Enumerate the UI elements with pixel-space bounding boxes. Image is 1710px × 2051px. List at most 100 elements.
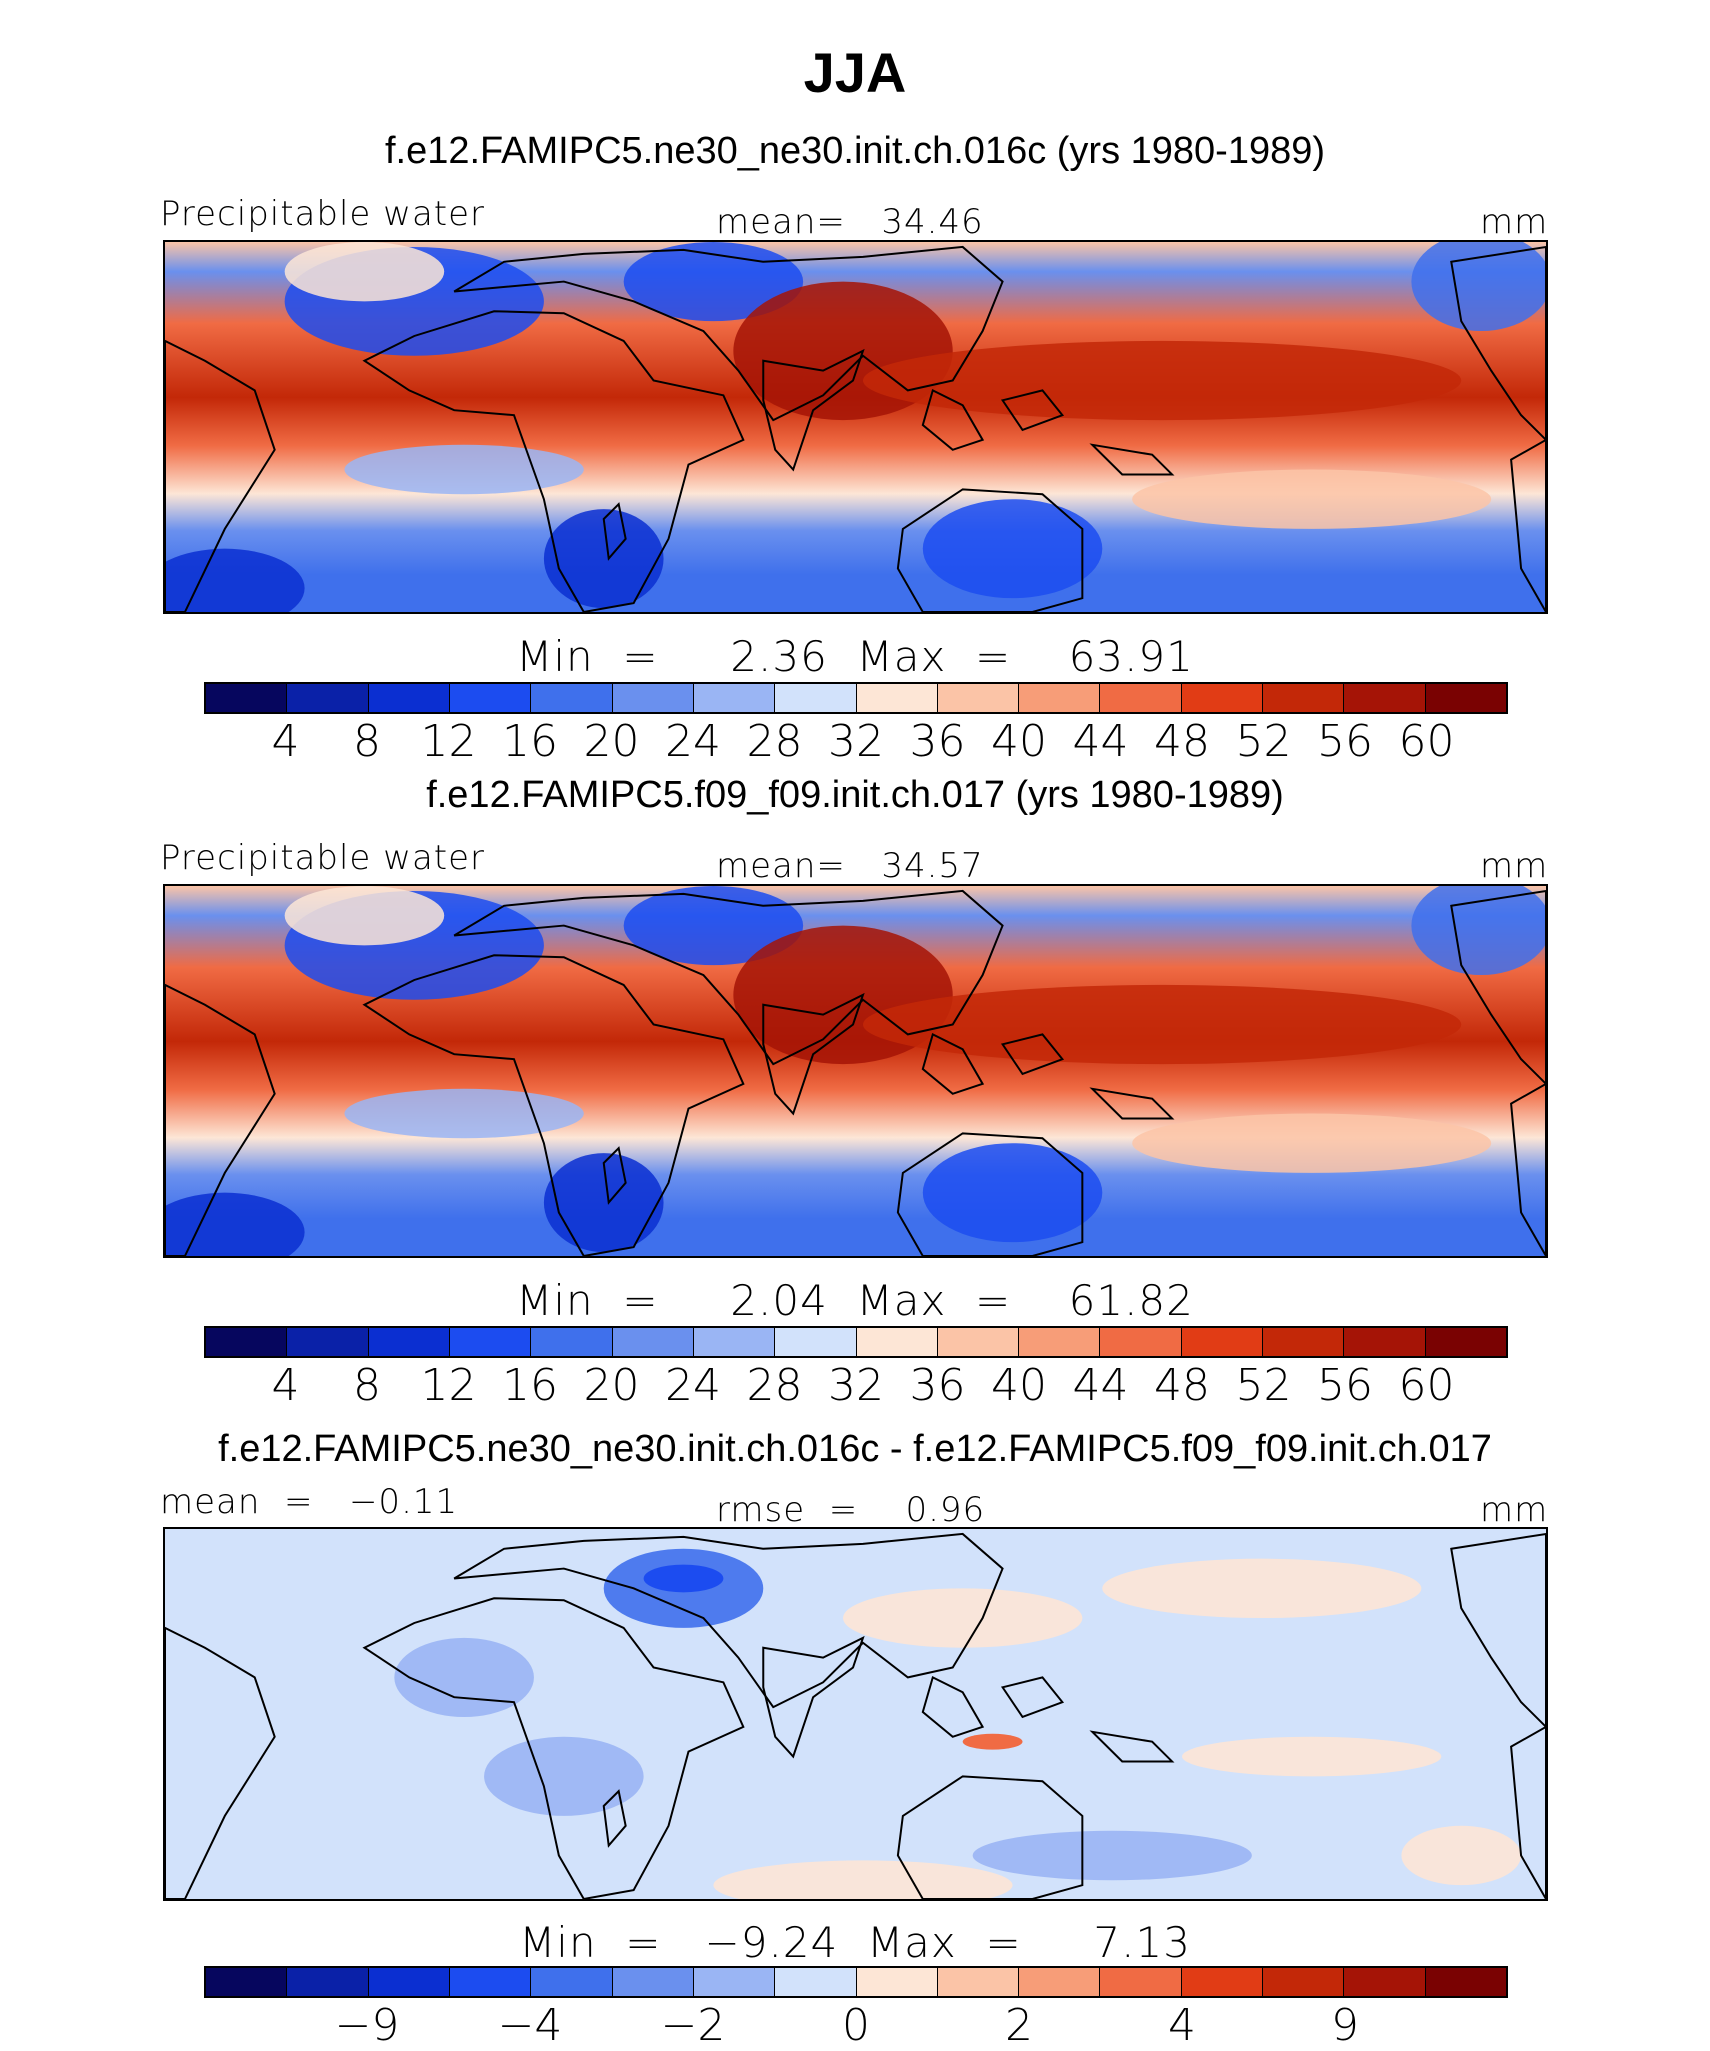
case-title-2: f.e12.FAMIPC5.f09_f09.init.ch.017 (yrs 1… bbox=[426, 774, 1284, 816]
colorbar-swatch bbox=[1344, 1968, 1426, 1996]
colorbar-swatch bbox=[287, 1328, 369, 1356]
colorbar-1 bbox=[204, 682, 1508, 714]
colorbar-tick-label: 4 bbox=[271, 1360, 300, 1411]
colorbar-swatch bbox=[856, 684, 938, 712]
colorbar-tick-label: 56 bbox=[1317, 1360, 1373, 1411]
colorbar-tick-label: 16 bbox=[502, 716, 558, 767]
colorbar-tick-label: 60 bbox=[1398, 716, 1455, 767]
colorbar-swatch bbox=[531, 1968, 613, 1996]
colorbar-swatch bbox=[693, 1328, 776, 1356]
variable-label-1: Precipitable water bbox=[160, 194, 486, 234]
colorbar-swatch bbox=[1181, 1328, 1264, 1356]
minmax-label-3: Min = −9.24 Max = 7.13 bbox=[519, 1918, 1191, 1967]
page-title: JJA bbox=[803, 41, 907, 104]
mean-label-1: mean= 34.46 bbox=[716, 202, 984, 242]
colorbar-swatch bbox=[937, 1968, 1020, 1996]
units-label-1: mm bbox=[1480, 202, 1549, 242]
colorbar-tick-label: 60 bbox=[1398, 1360, 1455, 1411]
colorbar-tick-label: 28 bbox=[746, 1360, 803, 1411]
colorbar-tick-label: 2 bbox=[1005, 2000, 1033, 2051]
colorbar-tick-label: −2 bbox=[660, 2000, 726, 2051]
colorbar-swatch bbox=[1181, 1968, 1264, 1996]
colorbar-swatch bbox=[531, 1328, 613, 1356]
colorbar-swatch bbox=[693, 684, 776, 712]
colorbar-swatch bbox=[368, 1968, 450, 1996]
map-panel-2 bbox=[163, 884, 1548, 1258]
minmax-label-2: Min = 2.04 Max = 61.82 bbox=[516, 1276, 1194, 1325]
rmse-label-3: rmse = 0.96 bbox=[716, 1490, 986, 1530]
colorbar-tick-label: 28 bbox=[746, 716, 803, 767]
colorbar-swatch bbox=[775, 684, 857, 712]
colorbar-swatch bbox=[206, 1968, 288, 1996]
colorbar-tick-label: 36 bbox=[909, 1360, 966, 1411]
mean-label-2: mean= 34.57 bbox=[716, 846, 984, 886]
colorbar-tick-label: 12 bbox=[420, 716, 477, 767]
colorbar-swatch bbox=[1100, 684, 1182, 712]
case-title-3: f.e12.FAMIPC5.ne30_ne30.init.ch.016c - f… bbox=[218, 1428, 1492, 1470]
colorbar-ticks-1: 4 8 12 16 20 24 28 32 36 40 44 48 52 56 60 bbox=[204, 716, 1508, 767]
units-label-3: mm bbox=[1480, 1490, 1549, 1530]
colorbar-swatch bbox=[206, 1328, 288, 1356]
colorbar-swatch bbox=[1425, 1968, 1506, 1996]
colorbar-swatch bbox=[1019, 1328, 1101, 1356]
colorbar-tick-label: 52 bbox=[1235, 1360, 1292, 1411]
colorbar-swatch bbox=[1181, 684, 1264, 712]
colorbar-tick-label: −9 bbox=[334, 2000, 400, 2051]
colorbar-swatch bbox=[1019, 1968, 1101, 1996]
colorbar-tick-label: 0 bbox=[842, 2000, 870, 2051]
colorbar-swatch bbox=[1263, 684, 1345, 712]
colorbar-swatch bbox=[1100, 1328, 1182, 1356]
colorbar-swatch bbox=[449, 684, 532, 712]
colorbar-tick-label: 48 bbox=[1154, 1360, 1210, 1411]
map-panel-1 bbox=[163, 240, 1548, 614]
colorbar-swatch bbox=[612, 1328, 694, 1356]
colorbar-swatch bbox=[612, 1968, 694, 1996]
colorbar-swatch bbox=[368, 1328, 450, 1356]
colorbar-tick-label: 20 bbox=[583, 1360, 640, 1411]
colorbar-swatch bbox=[368, 684, 450, 712]
colorbar-ticks-3: −9 −4 −2 0 2 4 9 bbox=[204, 2000, 1508, 2051]
colorbar-swatch bbox=[531, 684, 613, 712]
colorbar-tick-label: 12 bbox=[420, 1360, 477, 1411]
colorbar-tick-label: 52 bbox=[1235, 716, 1292, 767]
colorbar-swatch bbox=[1263, 1328, 1345, 1356]
colorbar-tick-label: 24 bbox=[665, 716, 721, 767]
colorbar-swatch bbox=[856, 1968, 938, 1996]
colorbar-swatch bbox=[1263, 1968, 1345, 1996]
colorbar-swatch bbox=[937, 684, 1020, 712]
colorbar-swatch bbox=[1344, 1328, 1426, 1356]
colorbar-swatch bbox=[1425, 1328, 1506, 1356]
colorbar-tick-label: 32 bbox=[828, 716, 884, 767]
colorbar-tick-label: 40 bbox=[991, 716, 1047, 767]
colorbar-tick-label: 16 bbox=[502, 1360, 558, 1411]
colorbar-swatch bbox=[1100, 1968, 1182, 1996]
colorbar-swatch bbox=[449, 1328, 532, 1356]
variable-label-2: Precipitable water bbox=[160, 838, 486, 878]
colorbar-swatch bbox=[206, 684, 288, 712]
colorbar-swatch bbox=[937, 1328, 1020, 1356]
case-title-1: f.e12.FAMIPC5.ne30_ne30.init.ch.016c (yr… bbox=[384, 130, 1326, 172]
colorbar-ticks-2: 4 8 12 16 20 24 28 32 36 40 44 48 52 56 60 bbox=[204, 1360, 1508, 1411]
colorbar-tick-label: 24 bbox=[665, 1360, 721, 1411]
minmax-label-1: Min = 2.36 Max = 63.91 bbox=[516, 632, 1194, 681]
colorbar-tick-label: 4 bbox=[271, 716, 300, 767]
colorbar-tick-label: 8 bbox=[353, 716, 381, 767]
colorbar-swatch bbox=[1425, 684, 1506, 712]
colorbar-tick-label: 36 bbox=[909, 716, 966, 767]
colorbar-tick-label: 40 bbox=[991, 1360, 1047, 1411]
colorbar-swatch bbox=[1019, 684, 1101, 712]
colorbar-swatch bbox=[1344, 684, 1426, 712]
colorbar-tick-label: 56 bbox=[1317, 716, 1373, 767]
colorbar-tick-label: −4 bbox=[497, 2000, 563, 2051]
map-panel-3 bbox=[163, 1527, 1548, 1901]
colorbar-swatch bbox=[612, 684, 694, 712]
colorbar-swatch bbox=[856, 1328, 938, 1356]
colorbar-tick-label: 44 bbox=[1072, 716, 1129, 767]
colorbar-tick-label: 48 bbox=[1154, 716, 1210, 767]
colorbar-swatch bbox=[287, 1968, 369, 1996]
colorbar-tick-label: 20 bbox=[583, 716, 640, 767]
colorbar-swatch bbox=[449, 1968, 532, 1996]
colorbar-tick-label: 32 bbox=[828, 1360, 884, 1411]
units-label-2: mm bbox=[1480, 846, 1549, 886]
colorbar-swatch bbox=[775, 1968, 857, 1996]
